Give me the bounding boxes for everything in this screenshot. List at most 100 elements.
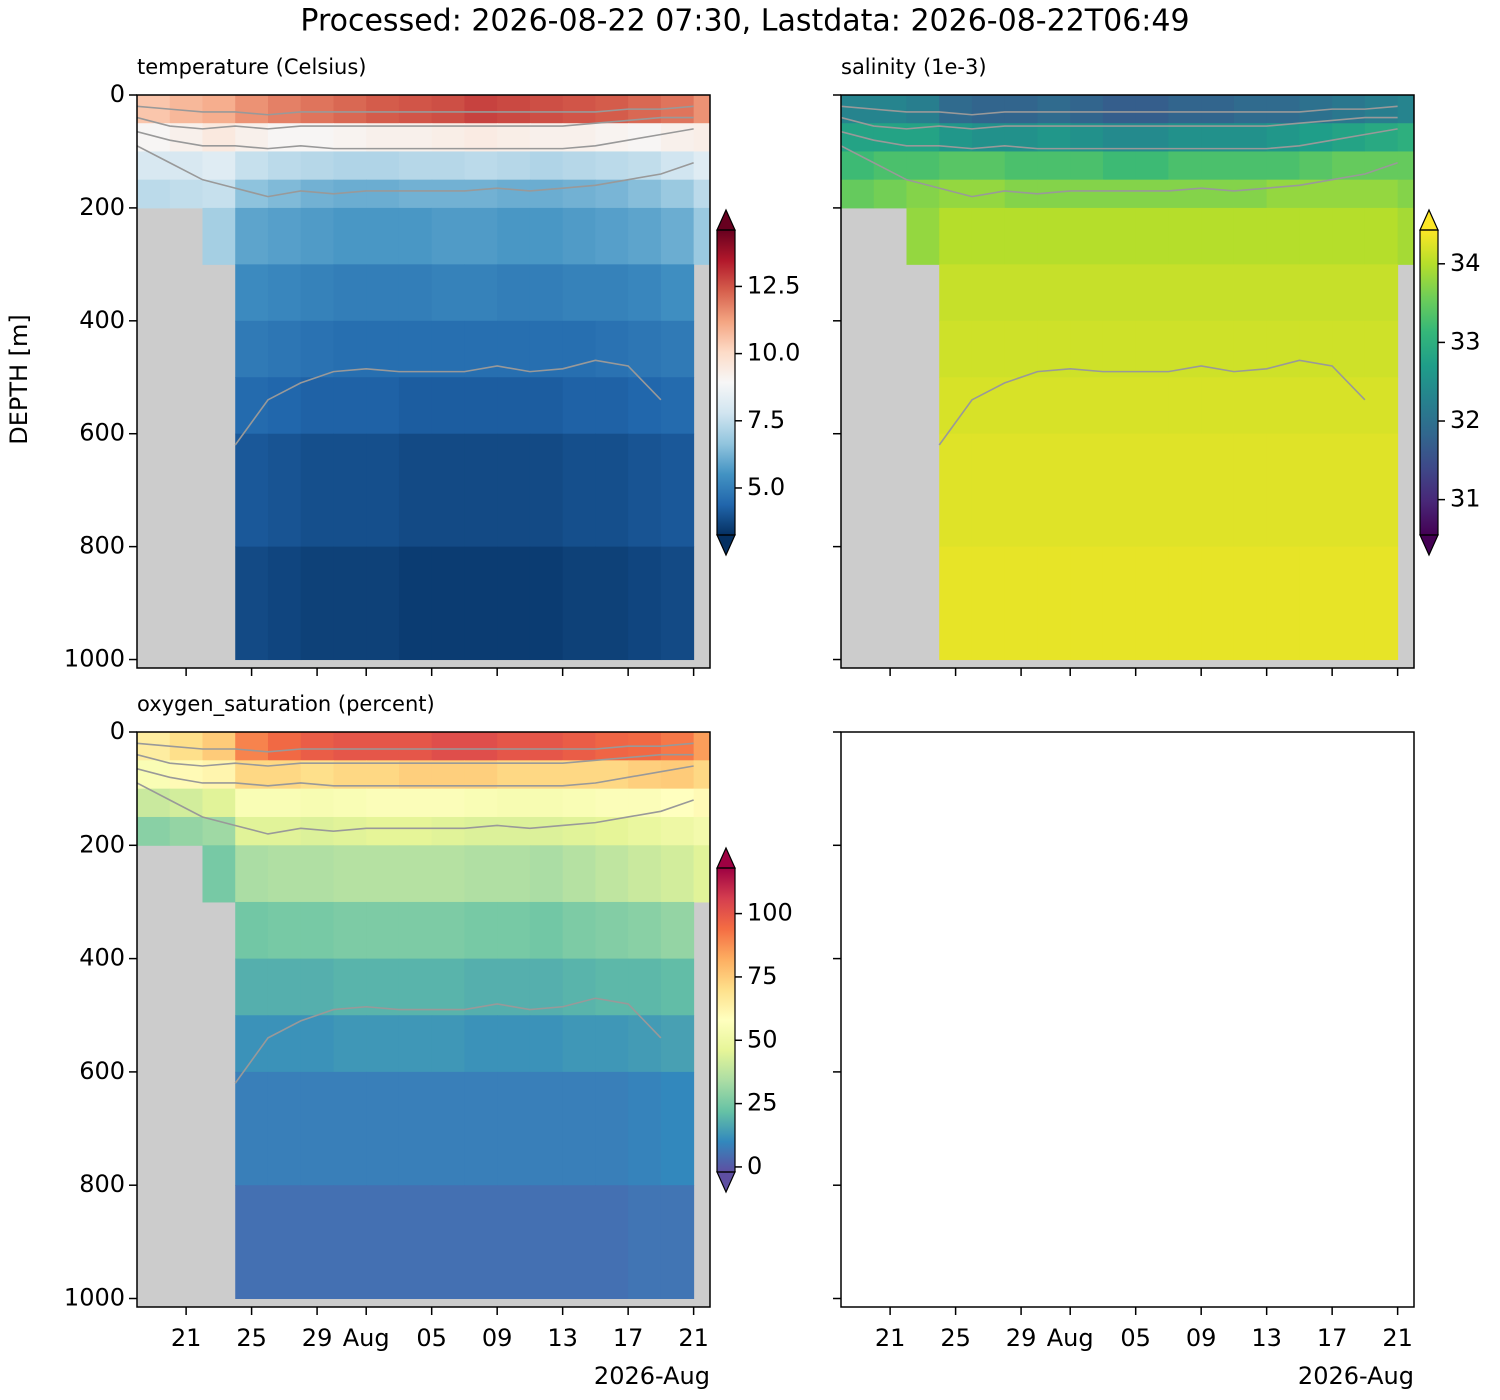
contour-line (137, 753, 694, 767)
heatmap-cell (431, 179, 465, 209)
heatmap-cell (628, 264, 662, 322)
heatmap-cell (1135, 433, 1169, 548)
heatmap-cell (398, 732, 433, 761)
heatmap-cell (300, 1071, 334, 1186)
heatmap-cell (660, 207, 695, 265)
heatmap-cell (562, 732, 596, 761)
contour-line (137, 782, 694, 835)
heatmap-cell (398, 377, 433, 435)
heatmap-cell (464, 1071, 498, 1186)
heatmap-cell (366, 788, 400, 818)
heatmap-cell (1037, 433, 1071, 548)
x-tick-label: Aug (343, 1324, 390, 1352)
heatmap-cell (1233, 264, 1268, 322)
plot-area (841, 732, 1414, 1307)
heatmap-cell (660, 433, 695, 548)
contour-line (137, 105, 694, 116)
heatmap-cell (398, 901, 433, 960)
heatmap-cell (431, 123, 465, 152)
heatmap-cell (693, 151, 710, 181)
heatmap-cell (202, 151, 236, 181)
heatmap-cell (300, 207, 334, 265)
heatmap-cell (971, 320, 1006, 378)
heatmap-cell (529, 546, 564, 661)
axes-frame (136, 731, 711, 1308)
x-tick-label: 09 (1186, 1324, 1217, 1352)
heatmap-cell (1070, 207, 1104, 265)
heatmap-cell (693, 788, 710, 818)
colorbar-tick-label: 34 (1450, 249, 1481, 277)
x-tick-label: 29 (302, 1324, 333, 1352)
heatmap-cell (1364, 377, 1399, 435)
heatmap-cell (235, 732, 269, 761)
heatmap-cell (267, 207, 302, 265)
heatmap-cell (971, 377, 1006, 435)
heatmap-cell (366, 264, 400, 322)
heatmap-cell (939, 179, 973, 209)
heatmap-cell (1135, 264, 1169, 322)
heatmap-cell (628, 901, 662, 960)
heatmap-cell (971, 151, 1006, 181)
heatmap-cell (235, 179, 269, 209)
contour-line (234, 997, 662, 1084)
heatmap-cell (137, 760, 171, 790)
heatmap-cell (333, 207, 367, 265)
heatmap-cell (562, 1185, 596, 1300)
heatmap-cell (529, 377, 564, 435)
heatmap-cell (660, 320, 695, 378)
heatmap-cell (529, 732, 564, 761)
heatmap-cell (300, 546, 334, 661)
heatmap-cell (906, 95, 940, 124)
heatmap-cell (1004, 433, 1038, 548)
heatmap-cell (1135, 151, 1169, 181)
heatmap-cell (202, 845, 236, 903)
heatmap-cell (366, 901, 400, 960)
heatmap-cell (939, 320, 973, 378)
heatmap-cell (841, 123, 875, 152)
heatmap-cell (366, 732, 400, 761)
heatmap-cell (464, 151, 498, 181)
heatmap-cell (595, 760, 629, 790)
heatmap-cell (1135, 179, 1169, 209)
heatmap-cell (497, 546, 531, 661)
heatmap-cell (497, 816, 531, 846)
heatmap-cell (431, 901, 465, 960)
heatmap-cell (562, 377, 596, 435)
heatmap-cell (398, 788, 433, 818)
heatmap-cell (300, 377, 334, 435)
contour-line (137, 765, 694, 787)
heatmap-cell (1070, 433, 1104, 548)
heatmap-cell (595, 546, 629, 661)
heatmap-cell (628, 788, 662, 818)
heatmap-cell (464, 816, 498, 846)
heatmap-cell (431, 546, 465, 661)
contour-line (938, 359, 1366, 446)
y-tick-label: 200 (79, 193, 125, 221)
heatmap-cell (333, 151, 367, 181)
heatmap-cell (366, 123, 400, 152)
heatmap-cell (398, 1071, 433, 1186)
heatmap-cell (939, 546, 973, 661)
heatmap-cell (1266, 377, 1300, 435)
plot-area (841, 95, 1414, 668)
heatmap-cell (1037, 546, 1071, 661)
heatmap-cell (169, 816, 203, 846)
heatmap-cell (431, 151, 465, 181)
heatmap-cell (1364, 546, 1399, 661)
colorbar-extend-top (716, 208, 736, 231)
heatmap-cell (562, 901, 596, 960)
heatmap-cell (529, 123, 564, 152)
x-tick-label: 21 (678, 1324, 709, 1352)
heatmap-cell (529, 901, 564, 960)
heatmap-cell (1299, 433, 1333, 548)
heatmap-cell (1233, 179, 1268, 209)
heatmap-cell (431, 1185, 465, 1300)
heatmap-cell (1102, 151, 1137, 181)
heatmap-cell (660, 151, 695, 181)
y-tick-label: 200 (79, 830, 125, 858)
heatmap-cell (1332, 320, 1366, 378)
heatmap-cell (1332, 207, 1366, 265)
x-tick-label: 13 (1251, 1324, 1282, 1352)
heatmap-cell (398, 433, 433, 548)
